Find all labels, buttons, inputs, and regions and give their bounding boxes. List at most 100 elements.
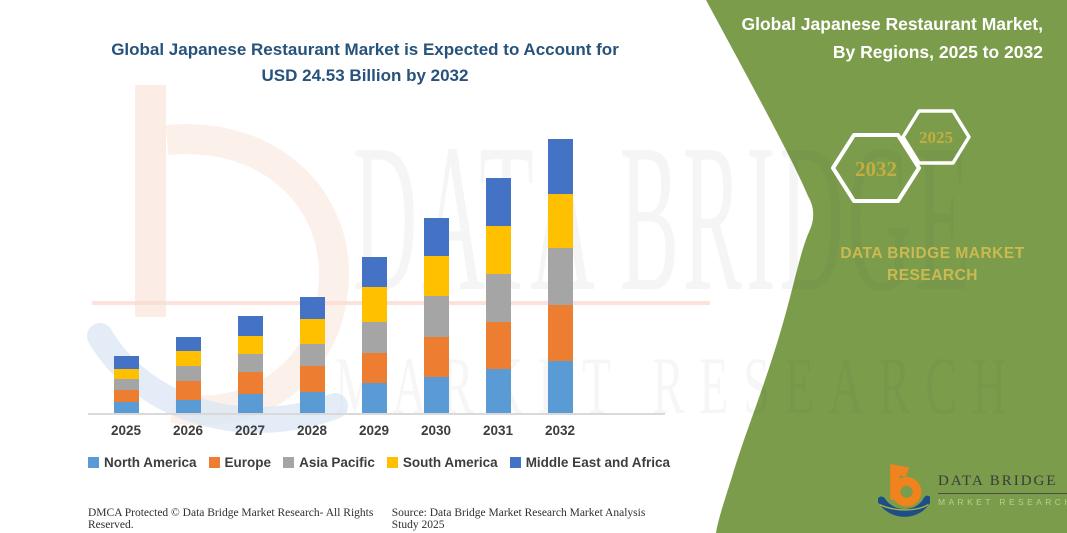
bar-segment-north-america — [175, 399, 201, 414]
bar-segment-europe — [547, 304, 573, 361]
legend-label-europe: Europe — [224, 455, 272, 470]
bar-segment-middle-east-and-africa — [113, 355, 139, 369]
bar-column-2032 — [529, 134, 591, 414]
bar-segment-europe — [361, 352, 387, 384]
legend-item-asia-pacific: Asia Pacific — [283, 455, 375, 470]
stacked-bar-2025 — [113, 355, 139, 414]
legend-label-north-america: North America — [104, 455, 197, 470]
bar-segment-europe — [485, 321, 511, 369]
x-axis-labels: 2025 2026 2027 2028 2029 2030 2031 2032 — [95, 423, 591, 438]
x-axis-line — [88, 413, 665, 415]
green-panel-shape — [706, 0, 1067, 533]
hexagon-2032-icon — [831, 133, 921, 203]
bar-segment-europe — [237, 371, 263, 394]
bar-segment-south-america — [299, 318, 325, 345]
chart-title-line2: USD 24.53 Billion by 2032 — [261, 65, 469, 85]
bar-segment-south-america — [485, 226, 511, 274]
bar-segment-middle-east-and-africa — [175, 337, 201, 352]
stacked-bar-2028 — [299, 296, 325, 414]
footer-source-text: Source: Data Bridge Market Research Mark… — [391, 507, 646, 531]
bar-segment-asia-pacific — [299, 344, 325, 367]
data-bridge-logo-icon — [878, 464, 930, 517]
brand-text: DATA BRIDGE MARKET RESEARCH — [840, 245, 1025, 285]
year-hexagons: 2032 2025 — [831, 109, 971, 203]
bar-segment-europe — [423, 337, 449, 377]
stacked-bar-chart — [95, 134, 591, 414]
legend-swatch-icon-north-america — [88, 457, 99, 468]
bar-segment-asia-pacific — [547, 248, 573, 305]
stacked-bar-2030 — [423, 218, 449, 414]
stacked-bar-2027 — [237, 316, 263, 414]
legend-swatch-icon-europe — [208, 457, 220, 468]
bar-segment-middle-east-and-africa — [237, 316, 263, 336]
bar-segment-north-america — [237, 394, 263, 414]
chart-title-line1: Global Japanese Restaurant Market is Exp… — [111, 40, 619, 59]
x-axis-label-2032: 2032 — [544, 423, 576, 438]
footer-dmca-text: DMCA Protected © Data Bridge Market Rese… — [88, 507, 374, 531]
bar-segment-asia-pacific — [175, 365, 201, 382]
bar-segment-south-america — [175, 351, 201, 366]
panel-title: Global Japanese Restaurant Market, By Re… — [703, 10, 1044, 66]
bar-segment-south-america — [361, 287, 387, 322]
legend-item-europe: Europe — [208, 455, 272, 470]
legend-item-north-america: North America — [88, 455, 197, 470]
bar-segment-north-america — [485, 369, 511, 414]
legend-swatch-icon-asia-pacific — [283, 457, 295, 468]
footer: DMCA Protected © Data Bridge Market Rese… — [88, 507, 673, 531]
hexagon-2025-icon — [901, 109, 971, 165]
bar-segment-south-america — [547, 193, 573, 249]
bar-column-2031 — [467, 134, 529, 414]
bar-column-2030 — [405, 134, 467, 414]
bar-segment-europe — [299, 366, 325, 392]
x-axis-label-2030: 2030 — [420, 423, 452, 438]
x-axis-label-2028: 2028 — [296, 423, 328, 438]
x-axis-label-2027: 2027 — [234, 423, 266, 438]
x-axis-label-2026: 2026 — [172, 423, 204, 438]
x-axis-label-2031: 2031 — [482, 423, 514, 438]
bar-segment-asia-pacific — [361, 321, 387, 353]
x-axis-label-2029: 2029 — [358, 423, 390, 438]
bar-segment-north-america — [361, 383, 387, 414]
legend-label-south-america: South America — [402, 455, 498, 470]
stacked-bar-2031 — [485, 177, 511, 414]
stacked-bar-2026 — [175, 337, 201, 414]
bar-segment-europe — [175, 381, 201, 400]
bar-segment-south-america — [237, 335, 263, 354]
bar-segment-asia-pacific — [423, 295, 449, 338]
bar-segment-middle-east-and-africa — [485, 177, 511, 227]
legend-label-asia-pacific: Asia Pacific — [299, 455, 375, 470]
logo-name: DATA BRIDGE — [938, 473, 1067, 494]
legend-item-south-america: South America — [386, 455, 498, 470]
bar-column-2025 — [95, 134, 157, 414]
hexagon-2025-label: 2025 — [919, 128, 953, 147]
bar-segment-south-america — [113, 368, 139, 380]
hexagon-2032-label: 2032 — [855, 157, 897, 181]
bar-column-2027 — [219, 134, 281, 414]
bar-column-2026 — [157, 134, 219, 414]
bar-segment-europe — [113, 389, 139, 402]
bar-column-2028 — [281, 134, 343, 414]
logo-subtitle: MARKET RESEARCH — [938, 497, 1067, 507]
panel-title-line1: Global Japanese Restaurant Market, — [741, 14, 1044, 34]
bar-segment-middle-east-and-africa — [547, 139, 573, 194]
stacked-bar-2032 — [547, 139, 573, 414]
legend-item-middle-east-and-africa: Middle East and Africa — [509, 455, 670, 470]
bar-segment-asia-pacific — [237, 353, 263, 372]
chart-legend: North America Europe Asia Pacific South Ame… — [88, 455, 670, 470]
panel-title-line2: By Regions, 2025 to 2032 — [832, 42, 1043, 62]
legend-swatch-icon-south-america — [386, 457, 398, 468]
stacked-bar-2029 — [361, 257, 387, 414]
bar-segment-south-america — [423, 256, 449, 296]
bar-segment-asia-pacific — [485, 273, 511, 322]
bar-segment-north-america — [423, 376, 449, 414]
bar-segment-middle-east-and-africa — [423, 218, 449, 257]
legend-swatch-icon-middle-east-and-africa — [509, 457, 521, 468]
company-logo: DATA BRIDGE MARKET RESEARCH — [878, 458, 1067, 522]
bar-segment-middle-east-and-africa — [361, 257, 387, 288]
bar-segment-north-america — [547, 360, 573, 414]
bar-column-2029 — [343, 134, 405, 414]
x-axis-label-2025: 2025 — [110, 423, 142, 438]
bar-segment-asia-pacific — [113, 379, 139, 390]
